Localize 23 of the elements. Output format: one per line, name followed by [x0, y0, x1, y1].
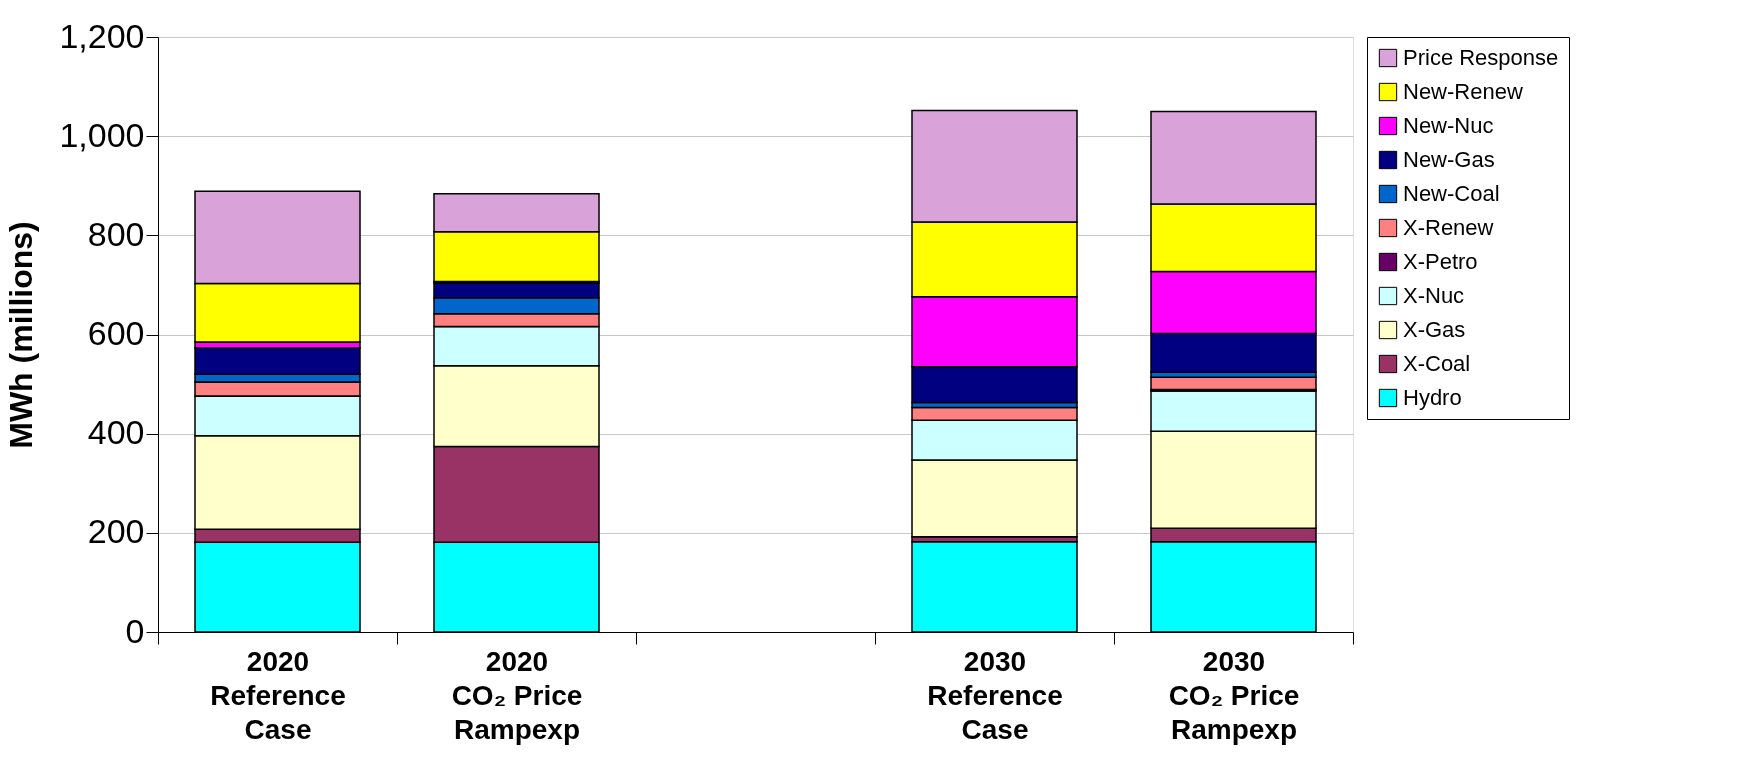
y-tick-label: 600	[87, 314, 145, 352]
legend-label: X-Renew	[1403, 215, 1494, 240]
y-tick-label: 400	[87, 413, 145, 452]
y-tick-label: 1,200	[59, 16, 145, 55]
y-tick-label: 800	[87, 214, 145, 253]
legend-label: New-Gas	[1403, 147, 1495, 172]
legend-label: New-Coal	[1403, 181, 1500, 206]
legend-label: New-Renew	[1403, 79, 1523, 104]
legend-label: X-Gas	[1403, 317, 1466, 342]
x-tick-label: 2030 Reference Case	[927, 645, 1063, 745]
x-tick-label: 2030 CO₂ Price Rampexp	[1168, 645, 1300, 745]
y-tick-label: 0	[125, 611, 145, 650]
legend-label: Hydro	[1403, 385, 1462, 410]
x-tick-label: 2020 CO₂ Price Rampexp	[451, 645, 583, 745]
legend-label: X-Nuc	[1403, 283, 1465, 308]
y-tick-label: 200	[87, 512, 145, 551]
y-axis-title: MWh (millions)	[3, 221, 40, 449]
legend-label: X-Coal	[1403, 351, 1471, 376]
legend-label: X-Petro	[1403, 249, 1478, 274]
legend-label: Price Response	[1403, 45, 1559, 70]
legend-label: New-Nuc	[1403, 113, 1494, 138]
y-tick-label: 1,000	[59, 115, 145, 154]
x-tick-label: 2020 Reference Case	[210, 645, 346, 745]
